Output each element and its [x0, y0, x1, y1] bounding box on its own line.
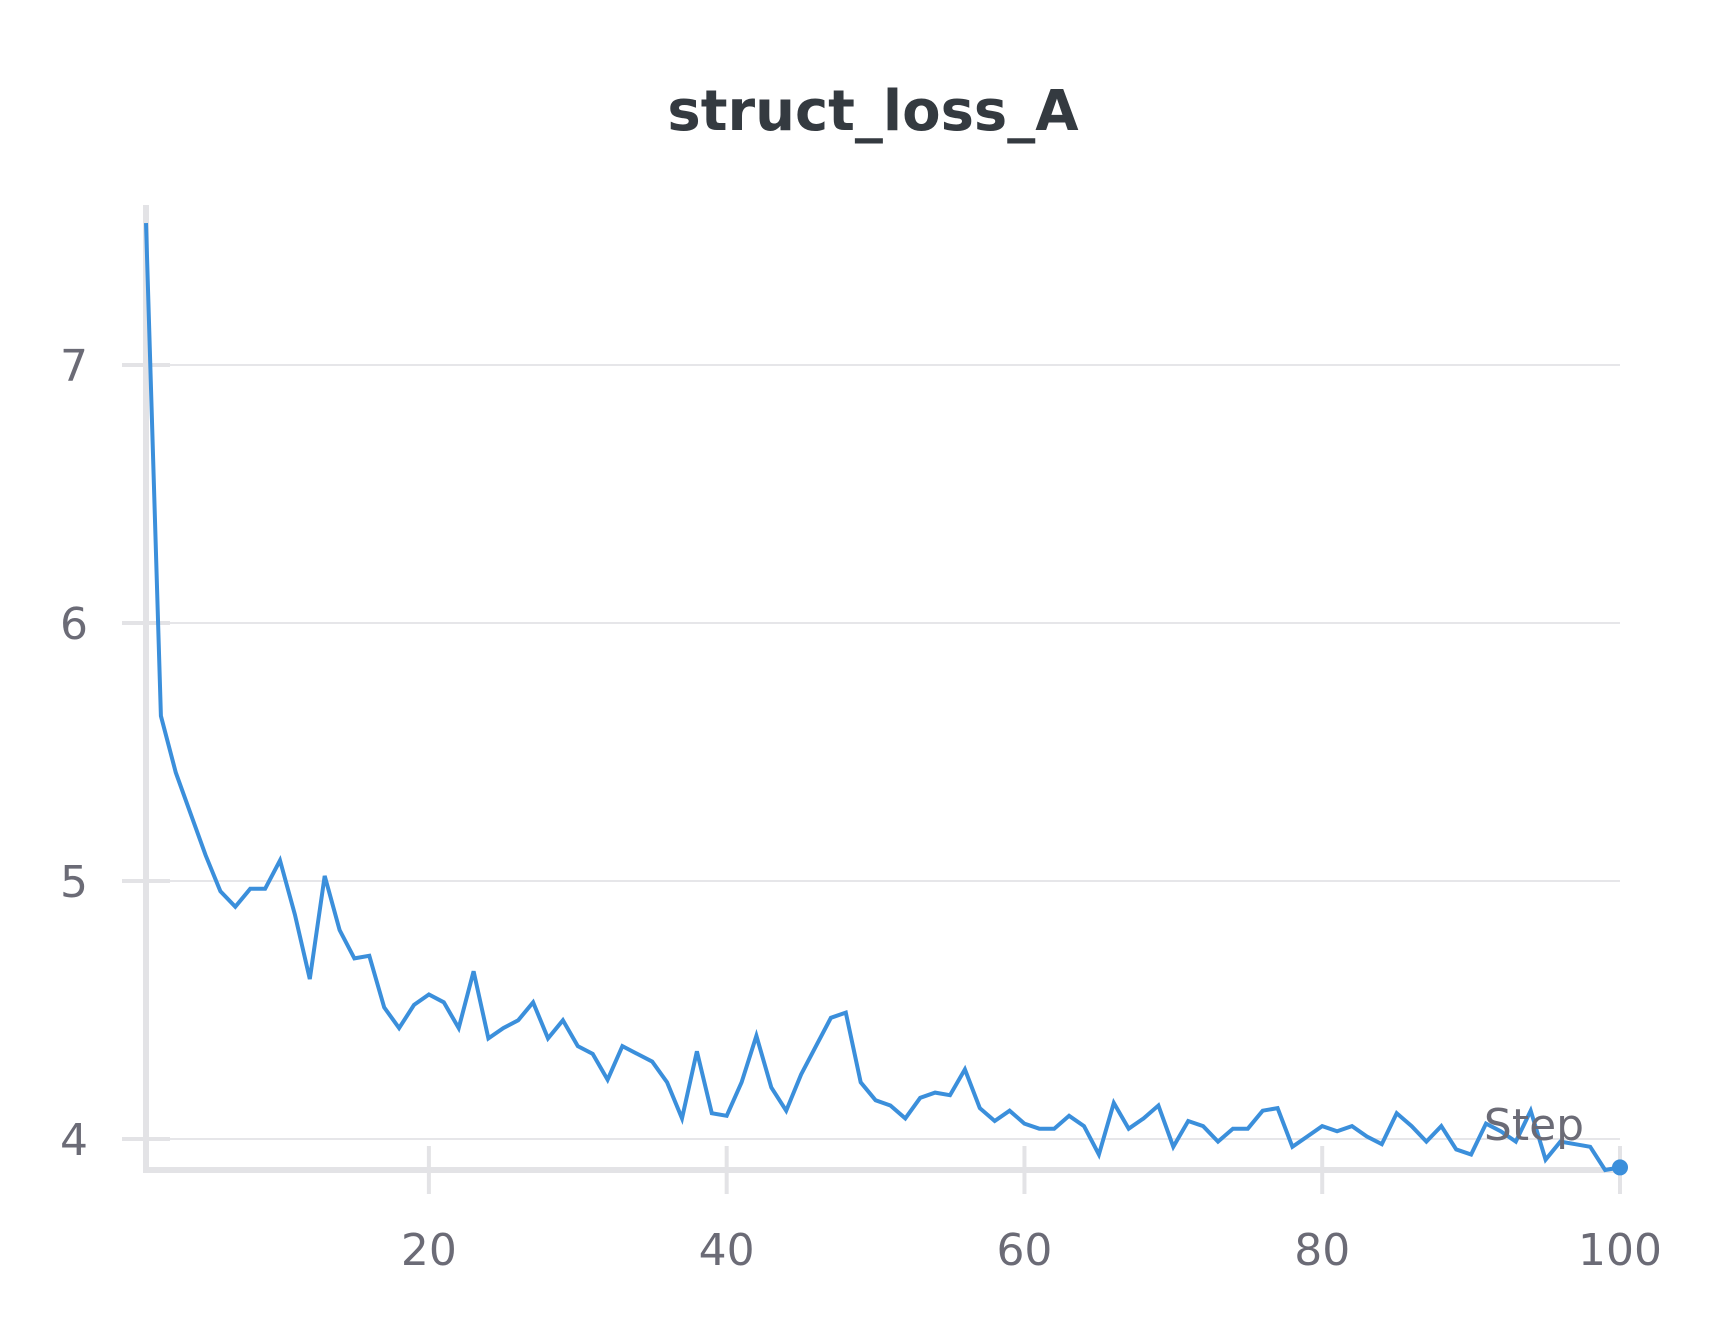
x-tick-label: 80: [1294, 1225, 1350, 1276]
x-axis-title: Step: [1484, 1100, 1584, 1151]
y-tick-label: 4: [60, 1115, 88, 1166]
y-tick-label: 5: [60, 857, 88, 908]
grid-lines: [146, 363, 1620, 1141]
series-layer: [144, 223, 1628, 1176]
series-end-point: [1612, 1159, 1628, 1176]
y-tick-label: 6: [60, 599, 88, 650]
x-tick-label: 60: [996, 1225, 1052, 1276]
axes: 4 5 6 7 20 40 60 80 100: [60, 205, 1662, 1276]
x-tick-label: 100: [1578, 1225, 1662, 1276]
x-tick-label: 20: [401, 1225, 457, 1276]
x-tick-label: 40: [699, 1225, 755, 1276]
y-tick-label: 7: [60, 341, 88, 392]
chart-title: struct_loss_A: [667, 79, 1079, 144]
series-line: [144, 223, 1621, 1173]
